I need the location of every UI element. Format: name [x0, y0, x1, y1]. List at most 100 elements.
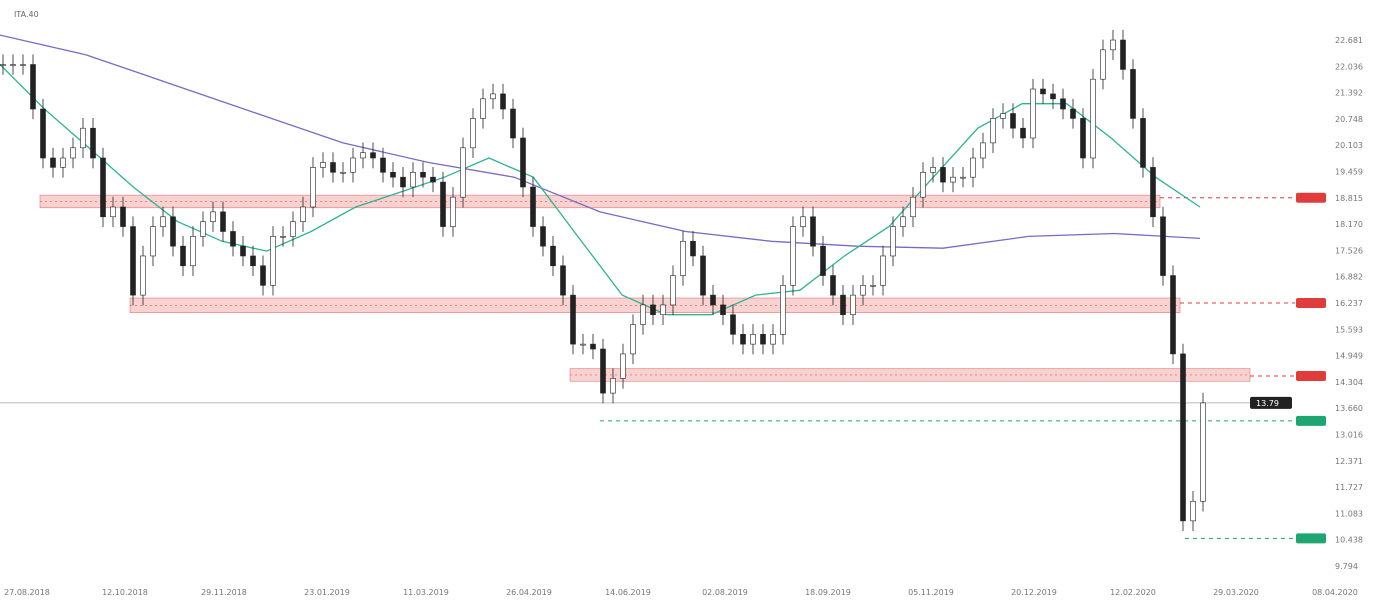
candle: [1060, 98, 1066, 110]
y-tick-label: 11.083: [1335, 509, 1363, 518]
candle: [390, 171, 396, 178]
y-tick-label: 19.459: [1335, 168, 1363, 177]
candle: [590, 343, 596, 350]
candle: [1150, 167, 1156, 218]
y-tick-label: 13.016: [1335, 430, 1363, 439]
candle: [960, 176, 966, 179]
y-tick-label: 16.237: [1335, 299, 1363, 308]
candle: [220, 211, 226, 232]
candle: [1190, 500, 1196, 522]
candle: [510, 108, 516, 139]
candle: [100, 157, 106, 218]
candle: [870, 285, 876, 287]
candle: [1180, 353, 1186, 522]
candle: [1020, 127, 1026, 139]
candle: [1080, 118, 1086, 159]
x-tick-label: 14.06.2019: [605, 588, 651, 597]
candle: [1000, 113, 1006, 119]
x-tick-label: 18.09.2019: [805, 588, 851, 597]
candle: [150, 226, 156, 257]
candle: [520, 137, 526, 188]
candle: [730, 314, 736, 335]
candle: [1200, 402, 1206, 502]
y-tick-label: 20.748: [1335, 115, 1363, 124]
candle: [30, 64, 36, 110]
candle: [540, 226, 546, 247]
candle: [920, 171, 926, 198]
candle: [0, 64, 6, 66]
candle: [310, 167, 316, 208]
candle: [680, 240, 686, 276]
candle: [570, 294, 576, 345]
candle: [580, 343, 586, 346]
candle: [550, 245, 556, 267]
candle: [190, 236, 196, 267]
candle: [470, 118, 476, 149]
candle: [740, 334, 746, 345]
candle: [440, 181, 446, 227]
y-tick-label: 14.949: [1335, 352, 1363, 361]
candle: [490, 93, 496, 100]
candle: [290, 221, 296, 237]
candle: [410, 171, 416, 188]
candle: [20, 64, 26, 66]
candle: [910, 196, 916, 218]
candle: [240, 245, 246, 257]
x-tick-label: 29.03.2020: [1213, 588, 1259, 597]
y-tick-label: 11.727: [1335, 483, 1363, 492]
y-tick-label: 15.593: [1335, 325, 1363, 334]
candle: [450, 196, 456, 227]
candle: [670, 275, 676, 306]
candle: [860, 285, 866, 296]
y-tick-label: 21.392: [1335, 89, 1363, 98]
candle: [900, 216, 906, 227]
support-level-badge: [1296, 533, 1326, 544]
x-tick-label: 20.12.2019: [1011, 588, 1057, 597]
y-tick-label: 10.438: [1335, 536, 1363, 545]
support-level-badge: [1296, 415, 1326, 426]
candle: [1170, 275, 1176, 355]
candle: [60, 157, 66, 168]
candle: [830, 275, 836, 296]
candle: [840, 294, 846, 316]
candle: [850, 294, 856, 316]
candle: [40, 108, 46, 159]
candle: [650, 304, 656, 316]
x-tick-label: 26.04.2019: [506, 588, 552, 597]
candle: [1070, 108, 1076, 119]
candle: [610, 378, 616, 394]
candle: [1160, 216, 1166, 276]
candle: [810, 216, 816, 247]
x-tick-label: 23.01.2019: [304, 588, 350, 597]
resistance-level-badge: [1296, 370, 1326, 381]
candle: [750, 334, 756, 345]
candle: [560, 265, 566, 296]
candle: [10, 64, 16, 66]
candle: [1050, 93, 1056, 100]
candle: [980, 142, 986, 159]
candle: [720, 304, 726, 316]
candle: [710, 294, 716, 306]
candle: [90, 127, 96, 159]
candle: [1110, 39, 1116, 51]
candle: [990, 118, 996, 144]
candle: [330, 162, 336, 173]
candle: [600, 348, 606, 394]
y-tick-label: 18.170: [1335, 220, 1363, 229]
candle: [210, 211, 216, 222]
candle: [270, 236, 276, 286]
ma-long-line: [0, 34, 1201, 249]
candle: [300, 206, 306, 222]
candle: [660, 304, 666, 316]
y-tick-label: 14.304: [1335, 378, 1363, 387]
candle: [530, 186, 536, 227]
candle: [420, 171, 426, 178]
candle: [80, 127, 86, 149]
ma-short-line: [0, 64, 1201, 316]
candle: [320, 162, 326, 168]
candle: [110, 206, 116, 218]
candle: [890, 226, 896, 257]
candle: [480, 98, 486, 119]
candle: [1010, 113, 1016, 129]
